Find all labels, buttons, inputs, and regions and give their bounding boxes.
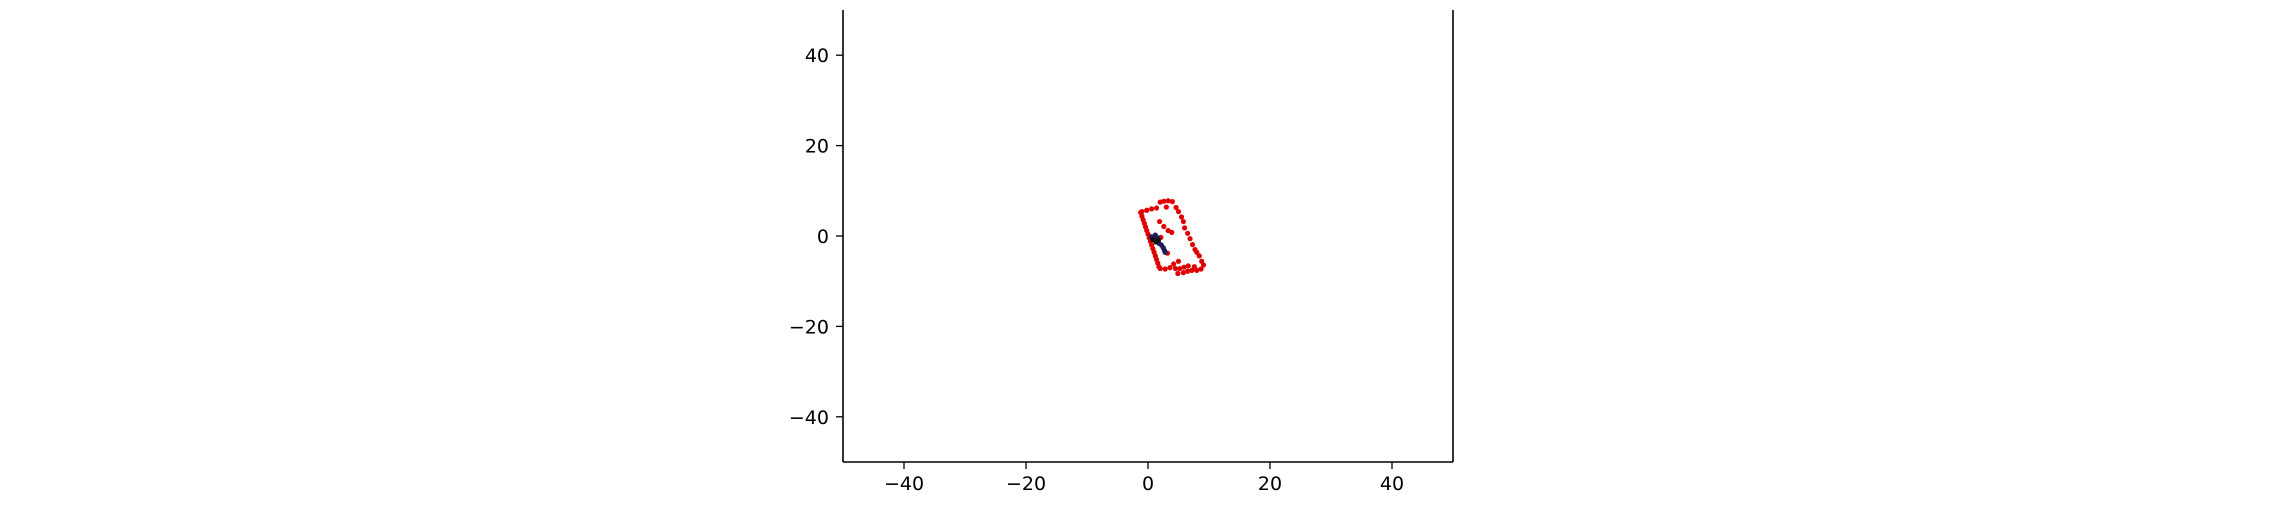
scatter-point (1171, 261, 1177, 267)
x-tick-label: 40 (1380, 473, 1404, 495)
scatter-point (1144, 207, 1150, 213)
scatter-point (1185, 263, 1191, 269)
scatter-point (1156, 218, 1163, 225)
plot-area (1138, 198, 1207, 277)
scatter-point (1167, 265, 1173, 271)
scatter-point (1198, 266, 1204, 272)
scatter-point (1175, 258, 1182, 264)
scatter-point (1165, 198, 1171, 204)
scatter-point (1177, 265, 1183, 272)
scatter-point (1175, 270, 1181, 277)
x-tick-label: 0 (1142, 473, 1154, 495)
x-tick-label: −20 (1006, 473, 1046, 495)
scatter-point (1180, 218, 1186, 225)
scatter-point (1189, 241, 1196, 248)
scatter-point (1149, 206, 1155, 212)
axes: −40 −20 0 20 40 −40 −20 0 20 40 (789, 10, 1454, 495)
x-tick-label: −40 (884, 473, 924, 495)
scatter-point (1162, 249, 1168, 255)
scatter-point (1185, 230, 1191, 236)
scatter-point (1196, 253, 1202, 259)
scatter-point (1181, 264, 1187, 270)
scatter-point (1169, 199, 1175, 205)
scatter-point (1157, 265, 1163, 272)
y-tick-label: 0 (817, 226, 829, 248)
scatter-point (1178, 214, 1185, 220)
scatter-point (1161, 198, 1167, 204)
y-tick-label: −20 (789, 316, 829, 338)
scatter-point (1182, 225, 1188, 231)
scatter-point (1180, 270, 1186, 276)
scatter-point (1173, 204, 1179, 211)
scatter-point (1155, 237, 1161, 243)
scatter-point (1200, 262, 1207, 268)
scatter-point (1175, 208, 1182, 215)
scatter-point (1185, 268, 1191, 274)
scatter-point (1162, 266, 1168, 272)
y-tick-label: 20 (805, 136, 829, 158)
x-tick-label: 20 (1258, 473, 1282, 495)
scatter-point (1172, 265, 1179, 272)
scatter-point (1169, 229, 1175, 235)
y-tick-label: 40 (805, 45, 829, 67)
scatter-point (1139, 208, 1145, 215)
scatter-point (1163, 204, 1169, 210)
scatter-point (1191, 264, 1197, 270)
scatter-point (1187, 236, 1193, 242)
scatter-point (1153, 205, 1160, 211)
scatter-point (1161, 223, 1167, 230)
y-tick-label: −40 (789, 407, 829, 429)
